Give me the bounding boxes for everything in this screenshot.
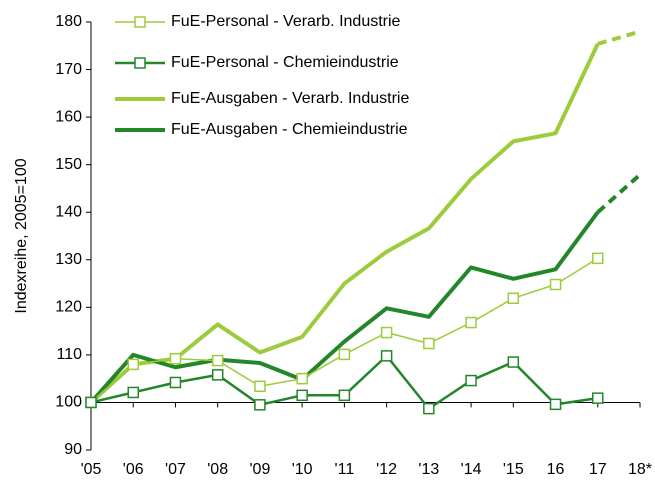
line (89, 211, 600, 404)
x-tick-label: '14 (461, 461, 482, 478)
y-axis-label: Indexreihe, 2005=100 (13, 158, 30, 313)
y-tick-label: 150 (55, 156, 82, 173)
x-tick-label: '10 (292, 461, 313, 478)
marker (169, 376, 182, 389)
legend-label: FuE-Ausgaben - Verarb. Industrie (171, 90, 409, 107)
y-tick-label: 140 (55, 203, 82, 220)
x-tick-label: '11 (335, 461, 355, 478)
x-tick-label: '12 (376, 461, 397, 478)
x-tick-label: 17 (589, 461, 607, 478)
marker (507, 292, 520, 305)
y-tick-label: 180 (55, 13, 82, 30)
legend-label: FuE-Personal - Verarb. Industrie (171, 13, 401, 30)
marker (338, 389, 351, 402)
marker (254, 380, 266, 393)
y-tick-label: 90 (64, 441, 82, 458)
marker (592, 392, 604, 404)
marker (423, 337, 435, 350)
marker (380, 350, 393, 362)
line-projection (597, 29, 641, 46)
marker (549, 278, 562, 291)
x-tick-label: '09 (249, 461, 270, 478)
line (90, 257, 599, 404)
legend-marker (134, 57, 146, 69)
marker (211, 354, 224, 367)
x-tick-label: '15 (503, 461, 524, 478)
y-tick-label: 100 (55, 394, 82, 411)
x-tick-label: 16 (547, 461, 565, 478)
legend-label: FuE-Personal - Chemieindustrie (171, 54, 399, 71)
marker (465, 374, 477, 387)
y-tick-label: 170 (55, 61, 82, 78)
legend-marker (134, 16, 146, 28)
marker (423, 402, 435, 415)
y-tick-label: 120 (55, 299, 82, 316)
marker (296, 372, 308, 385)
x-tick-label: 18* (628, 461, 652, 478)
marker (549, 398, 562, 411)
line-projection (596, 173, 642, 214)
x-tick-label: '08 (207, 461, 228, 478)
x-tick-label: '05 (81, 461, 102, 478)
marker (127, 358, 139, 371)
marker (296, 389, 308, 402)
x-tick-label: '13 (418, 461, 439, 478)
marker (169, 352, 182, 365)
legend-label: FuE-Ausgaben - Chemieindustrie (171, 121, 408, 138)
marker (380, 326, 393, 339)
marker (211, 369, 224, 381)
y-tick-label: 130 (55, 251, 82, 268)
marker (592, 252, 604, 265)
x-tick-label: '06 (123, 461, 144, 478)
marker (127, 386, 139, 399)
y-tick-label: 110 (56, 346, 82, 363)
x-tick-label: '07 (165, 461, 186, 478)
marker (465, 316, 477, 329)
y-tick-label: 160 (55, 108, 82, 125)
marker (85, 396, 97, 409)
marker (254, 399, 266, 411)
marker (507, 356, 520, 368)
marker (338, 348, 351, 361)
